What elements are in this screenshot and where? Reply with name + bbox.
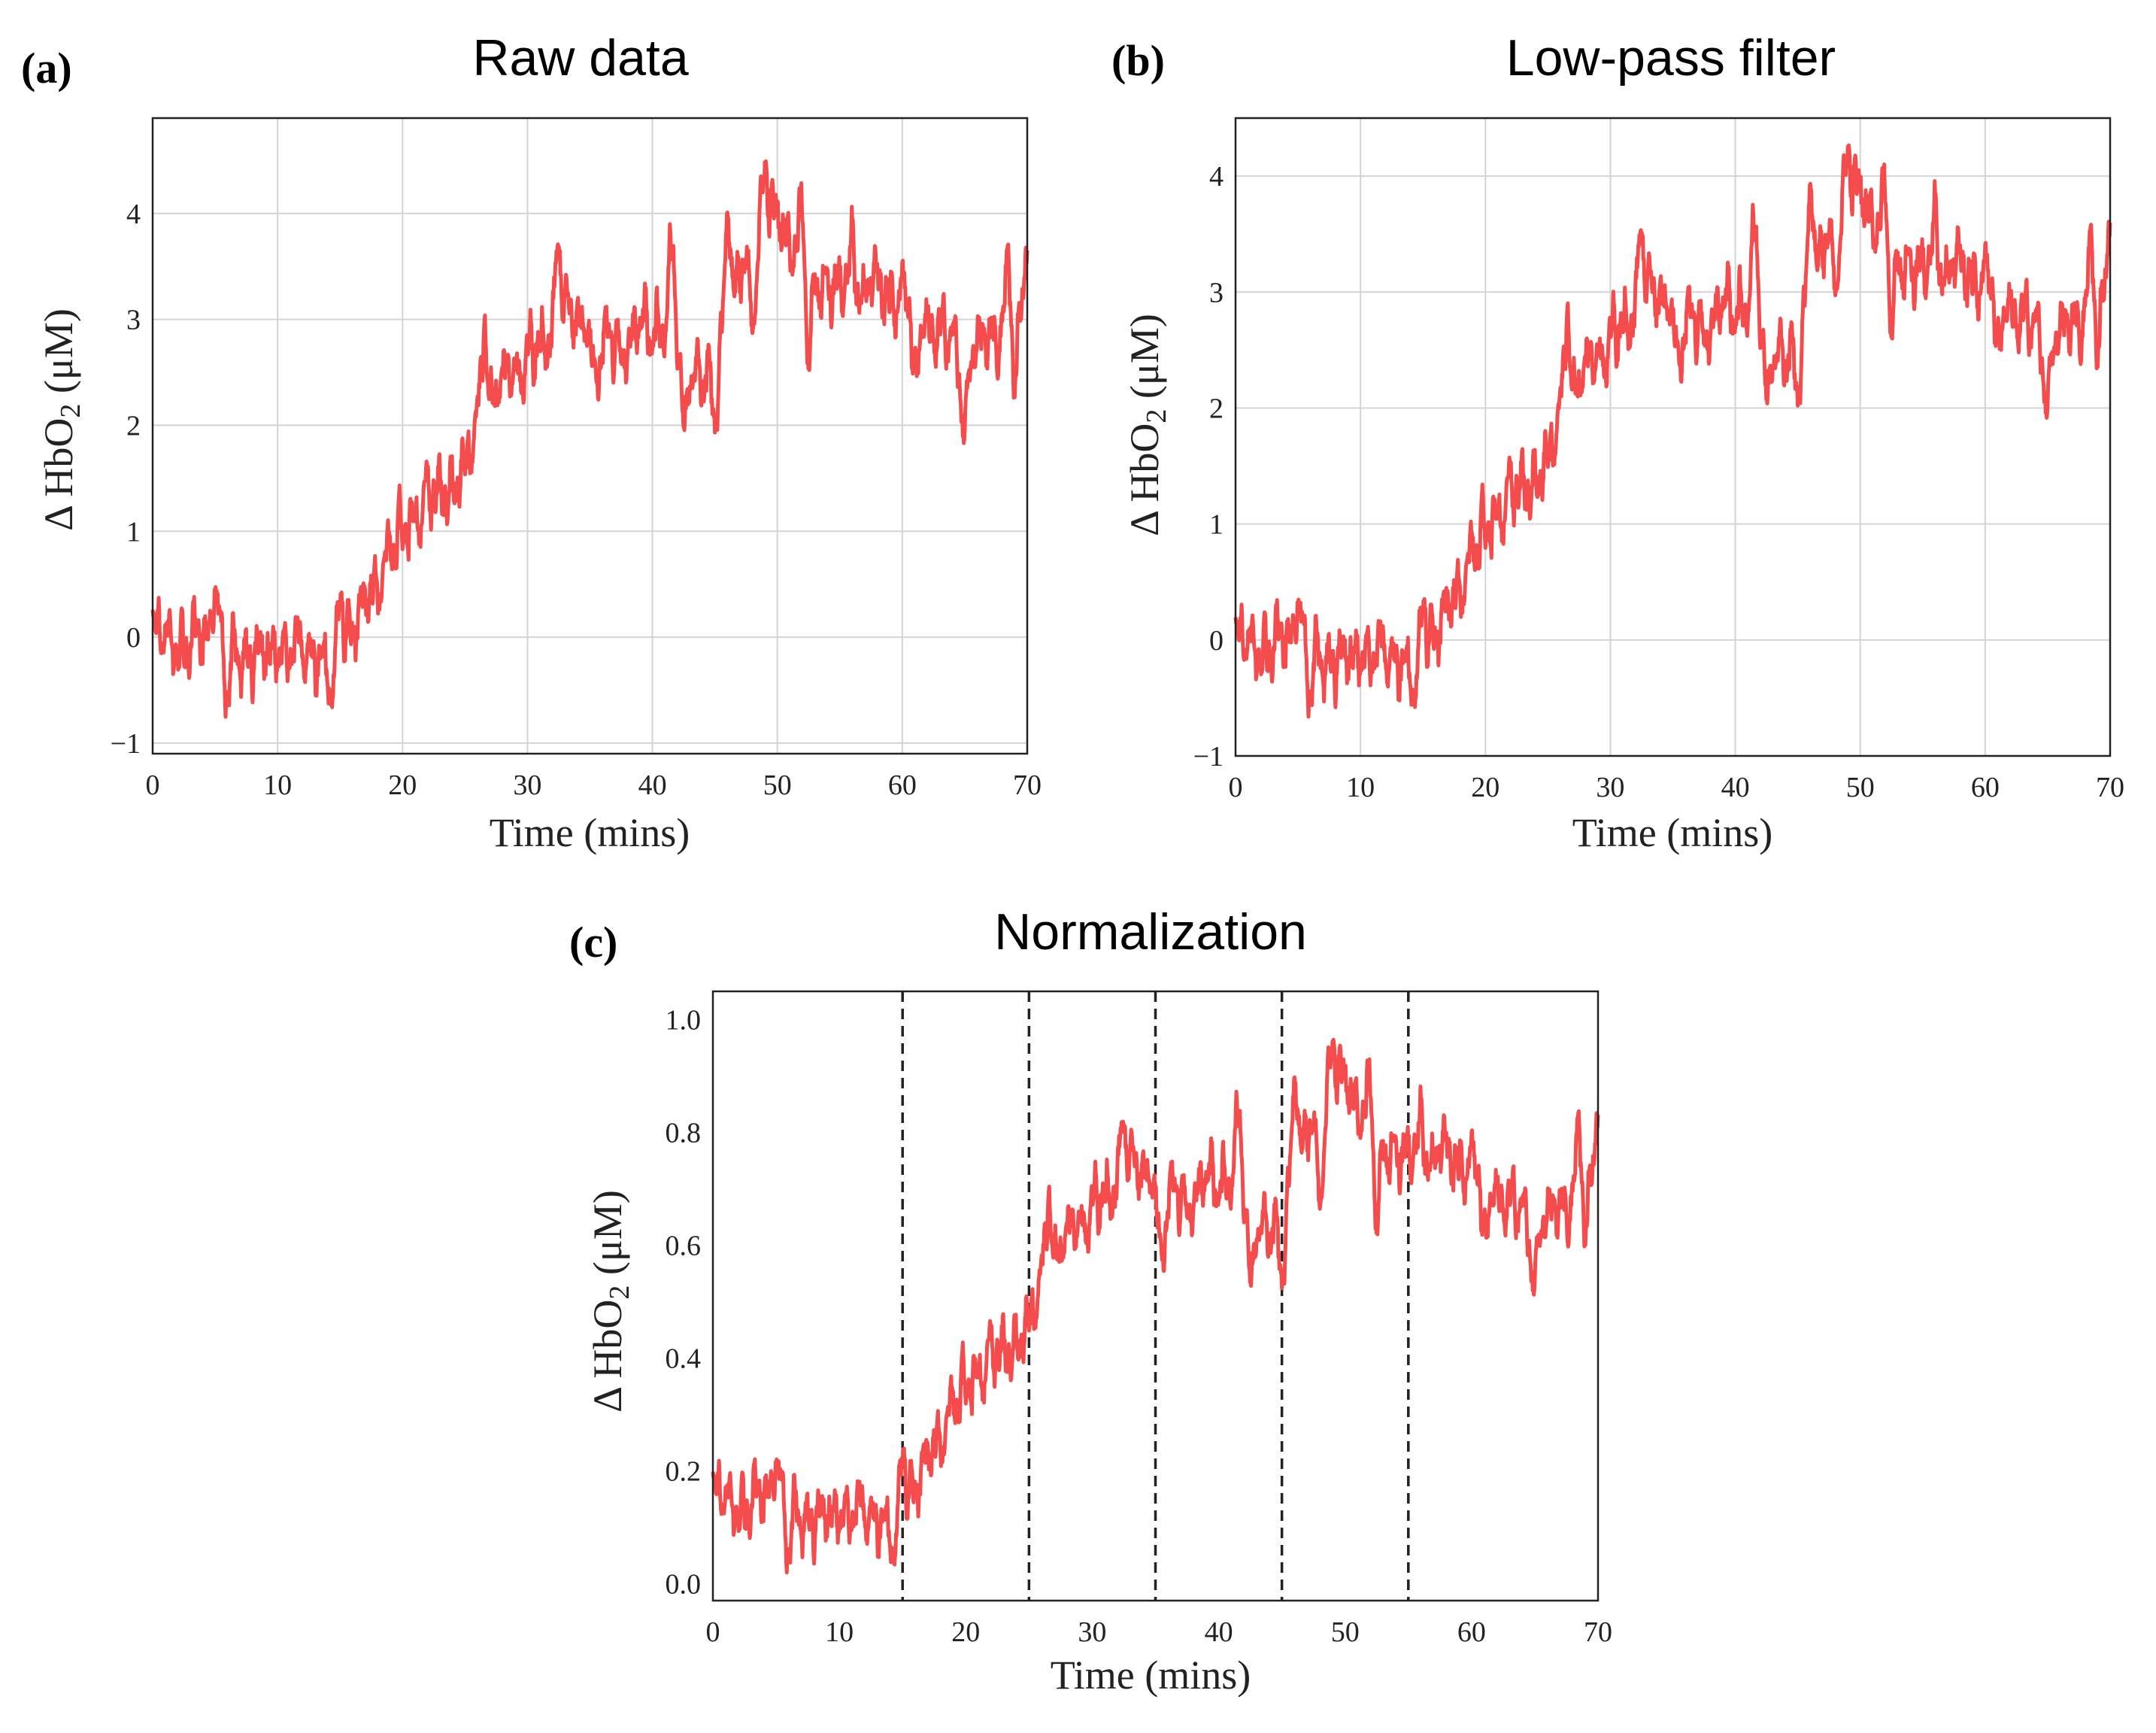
panel-b-x-tick-label: 60 xyxy=(1971,772,2000,803)
panel-c-x-tick-label: 50 xyxy=(1331,1616,1360,1648)
panel-c-x-tick-label: 70 xyxy=(1584,1616,1612,1648)
panel-b-plot-frame xyxy=(1234,117,2112,757)
panel-b-y-axis-label: Δ HbO2 (μM) xyxy=(1122,314,1172,536)
panel-b-x-tick-label: 20 xyxy=(1471,772,1499,803)
panel-a-y-tick-label: 1 xyxy=(126,516,141,548)
panel-c-y-ticks: 0.0 0.2 0.4 0.6 0.8 1.0 xyxy=(666,1005,702,1601)
panel-b-x-tick-label: 70 xyxy=(2096,772,2124,803)
panel-b-y-tick-label: 1 xyxy=(1209,509,1224,541)
panel-a-y-ticks: −1 0 1 2 3 4 xyxy=(111,199,141,760)
panel-c: (c) Normalization 0 10 20 30 40 50 60 70 0.0 0.2… xyxy=(569,903,1612,1698)
panel-a-x-tick-label: 20 xyxy=(388,769,417,801)
panel-b-x-tick-label: 30 xyxy=(1596,772,1624,803)
panel-a-label: (a) xyxy=(21,44,72,93)
panel-b-x-axis-label: Time (mins) xyxy=(1572,810,1773,855)
panel-c-label: (c) xyxy=(569,918,617,967)
panel-a-title: Raw data xyxy=(472,29,688,86)
panel-b-x-tick-label: 10 xyxy=(1346,772,1375,803)
panel-b-x-tick-label: 0 xyxy=(1229,772,1243,803)
panel-a-x-tick-label: 10 xyxy=(263,769,292,801)
panel-a-plot-frame xyxy=(151,117,1029,755)
panel-b-y-tick-label: 0 xyxy=(1209,625,1224,657)
panel-a-x-axis-label: Time (mins) xyxy=(490,810,690,855)
panel-a-y-tick-label: 0 xyxy=(126,622,141,654)
panel-c-y-tick-label: 0.8 xyxy=(666,1118,702,1149)
panel-c-y-tick-label: 0.0 xyxy=(666,1569,702,1601)
panel-b: (b) Low-pass filter 0 10 20 30 40 50 60 70 −101… xyxy=(1111,29,2124,855)
panel-b-y-tick-label: 2 xyxy=(1209,393,1224,424)
panel-b-title: Low-pass filter xyxy=(1506,29,1836,86)
panel-a-x-tick-label: 40 xyxy=(638,769,667,801)
panel-c-x-tick-label: 30 xyxy=(1078,1616,1106,1648)
panel-b-y-ticks: −1 0 1 2 3 4 xyxy=(1193,161,1224,772)
panel-c-series-line xyxy=(711,1037,1600,1575)
panel-c-x-ticks: 0 10 20 30 40 50 60 70 xyxy=(706,1616,1613,1648)
panel-c-x-tick-label: 60 xyxy=(1457,1616,1486,1648)
panel-a-x-tick-label: 50 xyxy=(763,769,792,801)
panel-b-x-tick-label: 50 xyxy=(1846,772,1875,803)
panel-a-y-tick-label: 3 xyxy=(126,305,141,336)
panel-a-series-line xyxy=(150,159,1029,719)
panel-a-x-ticks: 0 10 20 30 40 50 60 70 xyxy=(146,769,1042,801)
panel-c-x-axis-label: Time (mins) xyxy=(1051,1653,1251,1698)
panel-b-y-tick-label: 3 xyxy=(1209,277,1224,308)
panel-a-y-tick-label: −1 xyxy=(111,728,141,760)
panel-c-plot-frame xyxy=(711,990,1600,1602)
panel-c-y-tick-label: 0.4 xyxy=(666,1343,702,1375)
panel-c-y-tick-label: 1.0 xyxy=(666,1005,702,1036)
panel-c-x-tick-label: 0 xyxy=(706,1616,720,1648)
panel-c-y-tick-label: 0.2 xyxy=(666,1456,702,1488)
panel-a-x-tick-label: 30 xyxy=(513,769,541,801)
panel-c-y-tick-label: 0.6 xyxy=(666,1231,702,1262)
panel-b-grid xyxy=(1235,118,2111,757)
panel-c-x-tick-label: 40 xyxy=(1205,1616,1233,1648)
panel-c-title: Normalization xyxy=(994,903,1307,961)
panel-a-x-tick-label: 0 xyxy=(146,769,160,801)
panel-a-grid xyxy=(152,118,1028,754)
panel-a-y-tick-label: 2 xyxy=(126,410,141,442)
panel-b-x-tick-label: 40 xyxy=(1721,772,1750,803)
panel-a-y-tick-label: 4 xyxy=(126,199,141,230)
panel-c-x-tick-label: 10 xyxy=(825,1616,854,1648)
panel-a-x-tick-label: 70 xyxy=(1013,769,1042,801)
panel-c-vlines xyxy=(901,991,1410,1601)
panel-c-x-tick-label: 20 xyxy=(951,1616,980,1648)
panel-c-y-axis-label: Δ HbO2 (μM) xyxy=(585,1190,635,1413)
panel-a-x-tick-label: 60 xyxy=(888,769,917,801)
panel-b-series-line xyxy=(1233,143,2112,719)
panel-b-y-tick-label: −1 xyxy=(1193,741,1224,772)
panel-b-x-ticks: 0 10 20 30 40 50 60 70 xyxy=(1229,772,2125,803)
panel-a-y-axis-label: Δ HbO2 (μM) xyxy=(36,308,86,531)
panel-b-label: (b) xyxy=(1111,36,1165,85)
panel-b-y-tick-label: 4 xyxy=(1209,161,1224,193)
